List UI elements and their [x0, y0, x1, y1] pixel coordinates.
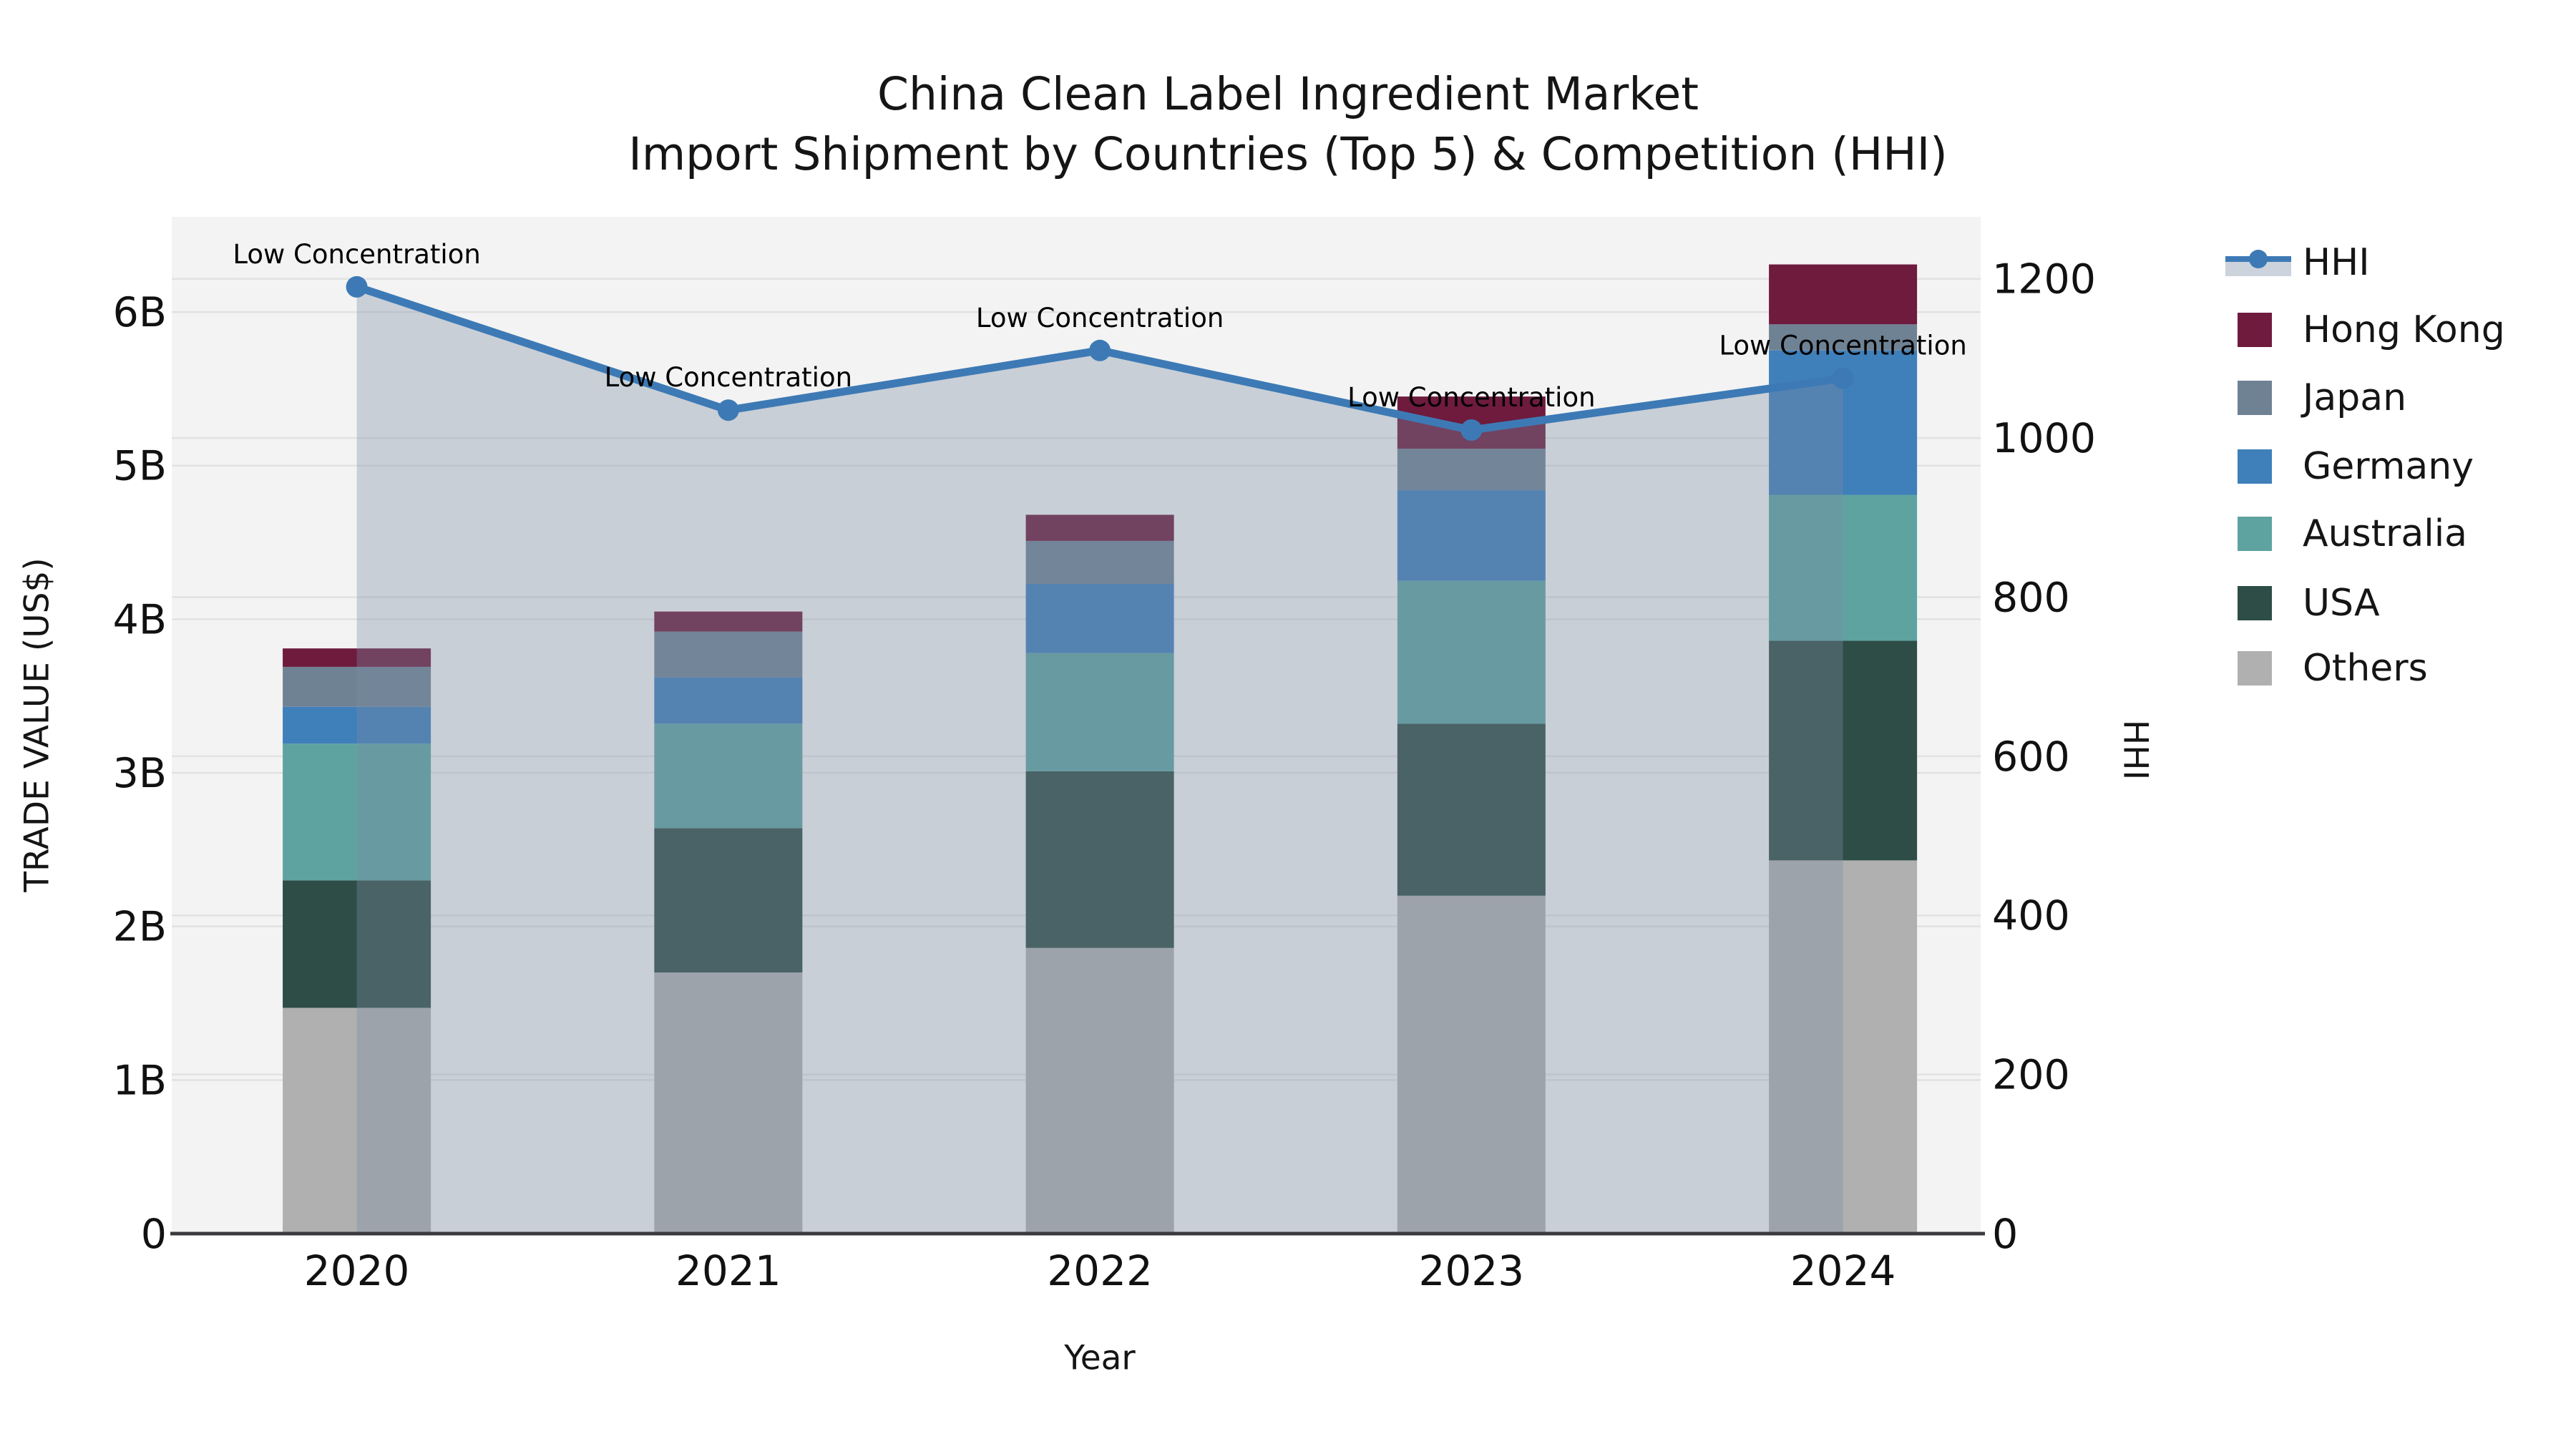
left-tick-0: 0 — [141, 1211, 167, 1258]
x-tick-2024: 2024 — [1790, 1246, 1896, 1295]
legend-hhi-line-icon — [2225, 250, 2291, 276]
bar-segment-2020-japan — [283, 666, 431, 707]
x-tick-2021: 2021 — [675, 1246, 781, 1295]
legend-item-australia: Australia — [2238, 512, 2468, 555]
bar-segment-2022-australia — [1025, 653, 1174, 771]
legend-item-usa: USA — [2238, 582, 2380, 625]
hhi-marker-2022 — [1089, 339, 1111, 361]
annotation-2022: Low Concentration — [976, 303, 1224, 333]
bar-segment-2024-australia — [1769, 494, 1918, 641]
right-tick-0: 0 — [1992, 1211, 2018, 1258]
bar-segment-2020-others — [283, 1008, 431, 1234]
left-tick-6B: 6B — [113, 289, 167, 336]
bar-segment-2022-usa — [1025, 771, 1174, 948]
bar-segment-2023-usa — [1397, 723, 1546, 896]
bar-segment-2020-australia — [283, 743, 431, 881]
annotation-2024: Low Concentration — [1719, 331, 1966, 361]
legend-item-germany: Germany — [2238, 445, 2474, 488]
bar-segment-2023-australia — [1397, 580, 1546, 724]
left-tick-2B: 2B — [113, 904, 167, 951]
bar-segment-2020-germany — [283, 706, 431, 744]
chart-title-line1: China Clean Label Ingredient Market — [877, 68, 1699, 120]
bar-segment-2023-others — [1397, 895, 1546, 1234]
hhi-marker-2023 — [1460, 419, 1483, 441]
left-axis-title: TRADE VALUE (US$) — [17, 557, 57, 892]
bar-segment-2020-hong-kong — [283, 648, 431, 667]
left-tick-3B: 3B — [113, 750, 167, 797]
bar-segment-2021-others — [654, 972, 803, 1234]
bar-segment-2024-usa — [1769, 640, 1918, 861]
right-tick-600: 600 — [1992, 733, 2070, 781]
bar-segment-2021-australia — [654, 723, 803, 829]
legend-label-germany: Germany — [2303, 445, 2474, 488]
legend-swatch-usa — [2238, 586, 2272, 620]
legend-item-japan: Japan — [2238, 376, 2407, 419]
chart-title-line2: Import Shipment by Countries (Top 5) & C… — [628, 128, 1948, 180]
right-tick-800: 800 — [1992, 574, 2070, 621]
legend-swatch-japan — [2238, 381, 2272, 415]
chart-title: China Clean Label Ingredient Market Impo… — [0, 64, 2576, 185]
bar-segment-2022-japan — [1025, 540, 1174, 585]
hhi-marker-2024 — [1832, 367, 1854, 389]
annotation-2020: Low Concentration — [233, 239, 480, 270]
x-tick-2023: 2023 — [1419, 1246, 1525, 1295]
legend-label-hhi: HHI — [2303, 241, 2370, 284]
hhi-area-fill — [356, 286, 1843, 1234]
left-tick-5B: 5B — [113, 443, 167, 490]
right-tick-400: 400 — [1992, 892, 2070, 940]
legend-swatch-others — [2238, 651, 2272, 686]
x-tick-2020: 2020 — [304, 1246, 410, 1295]
legend-swatch-australia — [2238, 517, 2272, 551]
bar-segment-2024-japan — [1769, 324, 1918, 351]
x-axis-title: Year — [1064, 1338, 1136, 1378]
x-axis-line — [170, 1231, 1985, 1236]
bar-segment-2021-japan — [654, 631, 803, 678]
hhi-marker-2020 — [346, 275, 368, 298]
right-axis-title: HHI — [2115, 719, 2155, 781]
right-tick-200: 200 — [1992, 1052, 2070, 1099]
legend-label-usa: USA — [2303, 582, 2380, 625]
x-tick-2022: 2022 — [1047, 1246, 1153, 1295]
left-tick-4B: 4B — [113, 596, 167, 643]
annotation-2021: Low Concentration — [605, 362, 852, 393]
bar-segment-2024-hong-kong — [1769, 264, 1918, 325]
bar-segment-2023-japan — [1397, 449, 1546, 491]
legend-swatch-germany — [2238, 449, 2272, 484]
bar-segment-2022-hong-kong — [1025, 514, 1174, 541]
legend-item-hong-kong: Hong Kong — [2238, 308, 2505, 351]
bar-segment-2022-germany — [1025, 584, 1174, 653]
legend-label-hong-kong: Hong Kong — [2303, 308, 2505, 351]
bar-segment-2023-germany — [1397, 490, 1546, 581]
legend-label-others: Others — [2303, 647, 2428, 690]
hhi-marker-2021 — [717, 399, 739, 421]
legend-label-australia: Australia — [2303, 512, 2468, 555]
bar-segment-2021-germany — [654, 677, 803, 724]
legend-item-hhi: HHI — [2225, 241, 2370, 284]
right-tick-1000: 1000 — [1992, 415, 2096, 462]
right-tick-1200: 1200 — [1992, 256, 2096, 303]
bar-segment-2021-usa — [654, 828, 803, 973]
bar-segment-2021-hong-kong — [654, 611, 803, 632]
bar-segment-2022-others — [1025, 947, 1174, 1234]
annotation-2023: Low Concentration — [1347, 382, 1595, 413]
legend-label-japan: Japan — [2303, 376, 2407, 419]
left-tick-1B: 1B — [113, 1057, 167, 1104]
legend-swatch-hong-kong — [2238, 313, 2272, 347]
bar-segment-2020-usa — [283, 880, 431, 1008]
legend-item-others: Others — [2238, 647, 2428, 690]
bar-segment-2024-others — [1769, 860, 1918, 1234]
